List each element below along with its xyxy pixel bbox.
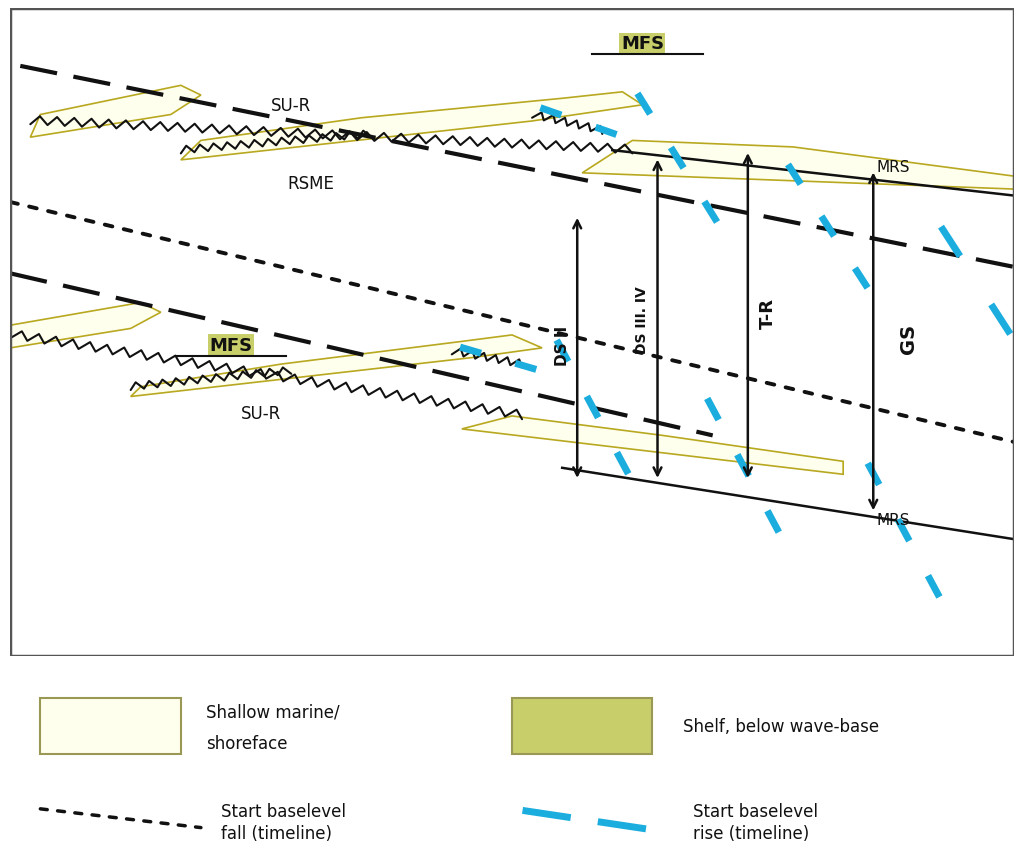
Text: DS II: DS II [555, 325, 569, 366]
Text: Shallow marine/: Shallow marine/ [206, 702, 340, 721]
Text: Start baselevel: Start baselevel [221, 802, 346, 820]
Text: Start baselevel: Start baselevel [692, 802, 817, 820]
Text: T-R: T-R [759, 297, 777, 328]
Text: GS: GS [899, 324, 918, 354]
Text: shoreface: shoreface [206, 734, 288, 752]
Polygon shape [10, 303, 161, 348]
Polygon shape [131, 336, 542, 397]
Text: MRS: MRS [877, 513, 910, 527]
Text: MRS: MRS [877, 159, 910, 175]
Bar [40, 699, 181, 755]
Polygon shape [181, 93, 642, 161]
Text: rise (timeline): rise (timeline) [692, 824, 809, 843]
Text: DS III. IV: DS III. IV [636, 285, 649, 354]
Text: RSME: RSME [288, 175, 335, 193]
Text: SU-R: SU-R [271, 96, 311, 115]
Text: MFS: MFS [210, 337, 253, 354]
Polygon shape [462, 417, 843, 475]
Text: fall (timeline): fall (timeline) [221, 824, 332, 843]
Text: SU-R: SU-R [241, 404, 282, 423]
Polygon shape [31, 86, 201, 138]
Bar [512, 699, 652, 755]
Text: Shelf, below wave-base: Shelf, below wave-base [683, 717, 879, 735]
Text: MFS: MFS [621, 35, 664, 53]
Polygon shape [583, 141, 1014, 190]
